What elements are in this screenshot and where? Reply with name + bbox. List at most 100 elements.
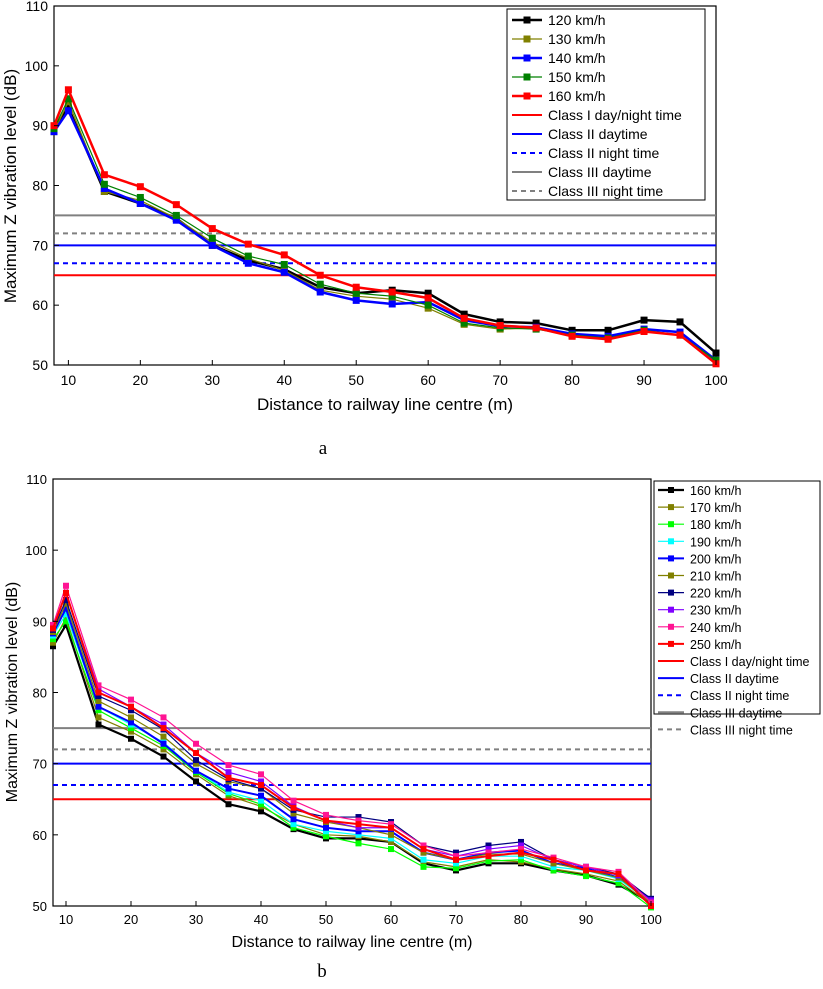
data-point bbox=[160, 753, 167, 760]
legend-label: Class III night time bbox=[690, 723, 793, 737]
legend-label: Class III night time bbox=[548, 183, 663, 199]
x-tick-label: 40 bbox=[276, 372, 292, 388]
data-point bbox=[712, 349, 720, 357]
data-point bbox=[258, 808, 264, 815]
data-point bbox=[355, 828, 362, 835]
x-tick-label: 70 bbox=[492, 372, 508, 388]
data-point bbox=[63, 589, 69, 596]
data-point bbox=[100, 171, 108, 179]
x-tick-label: 30 bbox=[205, 372, 221, 388]
data-point bbox=[424, 289, 432, 297]
data-point bbox=[128, 719, 134, 726]
legend-marker bbox=[668, 555, 674, 562]
legend-marker bbox=[668, 504, 674, 511]
data-point bbox=[355, 814, 362, 821]
data-point bbox=[453, 856, 459, 863]
legend-label: 180 km/h bbox=[690, 518, 741, 532]
data-point bbox=[388, 828, 394, 835]
legend-label: Class II daytime bbox=[548, 126, 648, 142]
data-point bbox=[640, 316, 648, 324]
data-point bbox=[100, 180, 108, 188]
data-point bbox=[388, 838, 394, 845]
data-point bbox=[95, 693, 102, 700]
legend-label: 160 km/h bbox=[548, 88, 606, 104]
data-point bbox=[63, 600, 69, 607]
data-point bbox=[208, 234, 216, 242]
x-axis-label-b: Distance to railway line centre (m) bbox=[232, 934, 473, 951]
data-point bbox=[225, 769, 232, 776]
x-tick-label: 30 bbox=[189, 912, 203, 927]
data-point bbox=[258, 782, 264, 789]
data-point bbox=[583, 873, 589, 880]
data-point bbox=[518, 842, 524, 849]
series-group-a bbox=[50, 86, 720, 368]
legend-marker bbox=[523, 73, 531, 81]
x-tick-label: 40 bbox=[254, 912, 268, 927]
x-tick-label: 50 bbox=[348, 372, 364, 388]
data-point bbox=[280, 268, 288, 276]
x-tick-label: 100 bbox=[704, 372, 728, 388]
data-point bbox=[208, 225, 216, 233]
data-point bbox=[388, 300, 396, 308]
data-point bbox=[453, 865, 459, 872]
data-point bbox=[172, 201, 180, 209]
data-point bbox=[258, 797, 264, 804]
data-point bbox=[532, 324, 540, 332]
data-point bbox=[290, 797, 297, 804]
data-point bbox=[316, 288, 324, 296]
data-point bbox=[420, 846, 427, 853]
data-point bbox=[128, 696, 134, 703]
data-point bbox=[128, 728, 134, 735]
data-point bbox=[50, 625, 56, 632]
data-point bbox=[244, 252, 252, 260]
series-line bbox=[52, 620, 652, 908]
x-tick-label: 20 bbox=[133, 372, 149, 388]
data-point bbox=[604, 335, 612, 343]
y-tick-label: 70 bbox=[33, 757, 47, 772]
data-point bbox=[676, 331, 684, 339]
legend-label: 120 km/h bbox=[548, 12, 606, 28]
legend-label: 220 km/h bbox=[690, 587, 741, 601]
panel-label-a: a bbox=[319, 438, 328, 459]
data-point bbox=[95, 685, 102, 692]
legend-marker bbox=[523, 16, 531, 24]
data-point bbox=[193, 740, 199, 747]
data-point bbox=[420, 849, 427, 856]
data-point bbox=[258, 771, 264, 778]
data-point bbox=[50, 636, 56, 643]
legend-a: 120 km/h 130 km/h 140 km/h 150 km/h 160 km/h… bbox=[512, 12, 682, 199]
legend-label: 230 km/h bbox=[690, 604, 741, 618]
data-point bbox=[460, 314, 468, 322]
legend-marker bbox=[668, 521, 674, 528]
data-point bbox=[63, 611, 69, 618]
x-tick-label: 60 bbox=[384, 912, 398, 927]
data-point bbox=[355, 821, 362, 828]
y-tick-label: 110 bbox=[26, 0, 49, 14]
data-point bbox=[63, 614, 69, 621]
reference-lines-b bbox=[53, 727, 651, 801]
data-point bbox=[316, 280, 324, 288]
legend-marker bbox=[668, 589, 674, 596]
data-point bbox=[160, 733, 167, 740]
data-point bbox=[64, 86, 72, 94]
data-point bbox=[100, 184, 108, 192]
data-point bbox=[352, 283, 360, 291]
data-point bbox=[453, 849, 459, 856]
data-point bbox=[388, 288, 396, 296]
data-point bbox=[316, 271, 324, 279]
x-tick-label: 10 bbox=[59, 912, 73, 927]
data-point bbox=[460, 319, 468, 327]
legend-marker bbox=[668, 487, 674, 493]
data-point bbox=[64, 95, 72, 103]
data-point bbox=[193, 757, 199, 764]
data-point bbox=[193, 760, 199, 767]
x-tick-label: 50 bbox=[319, 912, 333, 927]
data-point bbox=[355, 831, 362, 838]
data-point bbox=[420, 842, 427, 849]
data-point bbox=[258, 785, 264, 792]
legend-marker bbox=[523, 35, 531, 43]
y-tick-label: 60 bbox=[32, 297, 48, 313]
y-axis-label-b: Maximum Z vibration level (dB) bbox=[4, 582, 21, 803]
data-point bbox=[485, 842, 492, 849]
